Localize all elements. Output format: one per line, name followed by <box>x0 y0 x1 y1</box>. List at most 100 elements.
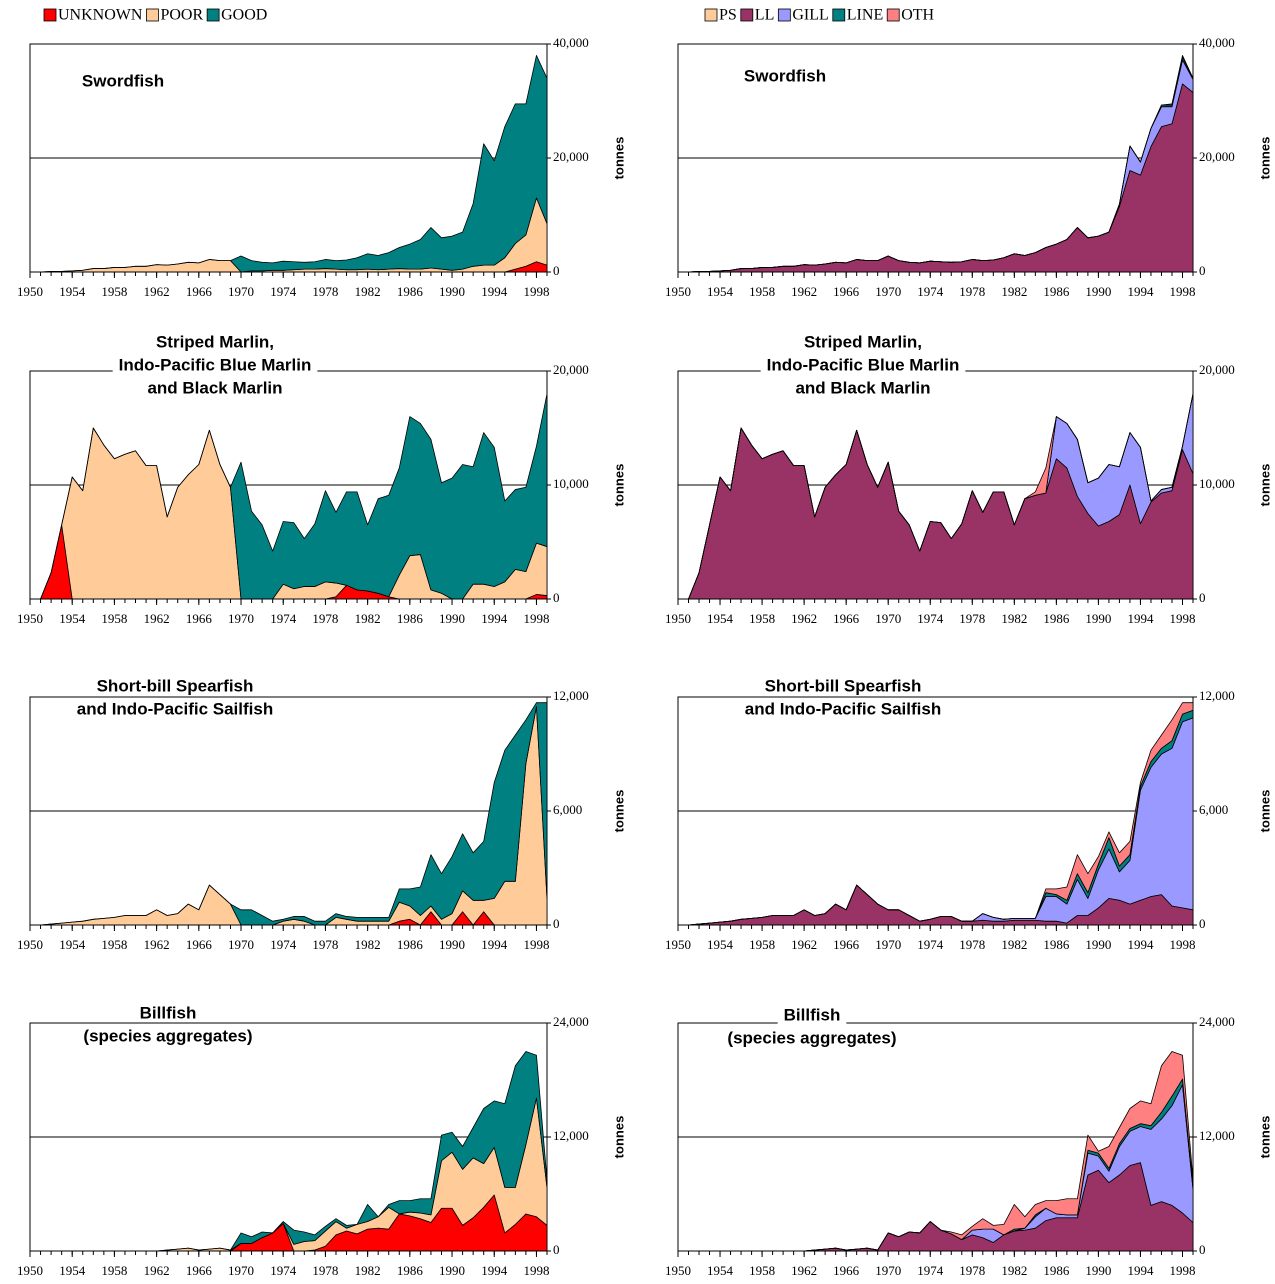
area <box>29 55 548 273</box>
x-tick-label: 1954 <box>707 1263 734 1278</box>
title-background <box>797 332 929 352</box>
chart-title: and Black Marlin <box>147 378 282 397</box>
x-tick-label: 1966 <box>833 1263 860 1278</box>
x-tick-label: 1958 <box>101 611 127 626</box>
y-tick-label: 24,000 <box>553 1014 589 1029</box>
chart-title: and Black Marlin <box>795 378 930 397</box>
chart-title: and Indo-Pacific Sailfish <box>77 699 273 718</box>
x-tick-label: 1994 <box>481 284 508 299</box>
x-tick-label: 1974 <box>917 284 944 299</box>
x-tick-label: 1974 <box>270 611 297 626</box>
x-tick-label: 1966 <box>833 284 860 299</box>
y-tick-label: 0 <box>553 590 560 605</box>
x-tick-label: 1966 <box>833 937 860 952</box>
x-tick-label: 1950 <box>665 937 691 952</box>
legend-label: LINE <box>847 7 883 24</box>
title-background <box>758 676 928 696</box>
title-background <box>760 355 966 375</box>
x-tick-label: 1998 <box>523 284 549 299</box>
x-tick-label: 1950 <box>17 1263 43 1278</box>
x-tick-label: 1982 <box>355 1263 381 1278</box>
x-tick-label: 1954 <box>707 937 734 952</box>
x-tick-label: 1994 <box>1127 611 1154 626</box>
x-tick-label: 1990 <box>439 611 465 626</box>
x-tick-label: 1950 <box>665 611 691 626</box>
x-tick-label: 1958 <box>101 937 127 952</box>
x-tick-label: 1978 <box>312 937 338 952</box>
y-tick-label: 40,000 <box>553 35 589 50</box>
y-axis-label: tonnes <box>611 137 626 180</box>
title-background <box>777 1005 847 1025</box>
chart-title: Indo-Pacific Blue Marlin <box>767 355 960 374</box>
title-background <box>737 66 833 86</box>
area <box>677 393 1194 600</box>
x-tick-label: 1974 <box>917 1263 944 1278</box>
x-tick-label: 1998 <box>1169 284 1195 299</box>
legend-swatch <box>704 8 718 22</box>
y-axis-label: tonnes <box>611 464 626 507</box>
x-tick-label: 1986 <box>1043 1263 1070 1278</box>
chart-title: (species aggregates) <box>83 1026 252 1045</box>
x-tick-label: 1994 <box>1127 284 1154 299</box>
x-tick-label: 1990 <box>1085 1263 1111 1278</box>
x-tick-label: 1954 <box>707 611 734 626</box>
x-tick-label: 1986 <box>1043 937 1070 952</box>
x-tick-label: 1962 <box>791 937 817 952</box>
chart-title: Striped Marlin, <box>156 332 274 351</box>
y-tick-label: 24,000 <box>1199 1014 1235 1029</box>
x-tick-label: 1986 <box>397 611 424 626</box>
area <box>29 393 548 600</box>
y-tick-label: 10,000 <box>553 476 589 491</box>
x-tick-label: 1958 <box>101 284 127 299</box>
title-background <box>721 1028 903 1048</box>
x-tick-label: 1958 <box>749 611 775 626</box>
y-axis-label: tonnes <box>611 1116 626 1159</box>
legend-label: GILL <box>792 7 828 24</box>
title-background <box>70 699 280 719</box>
x-tick-label: 1970 <box>875 1263 901 1278</box>
y-tick-label: 0 <box>1199 590 1206 605</box>
area <box>677 702 1194 926</box>
title-background <box>90 676 260 696</box>
x-tick-label: 1978 <box>959 611 985 626</box>
x-tick-label: 1962 <box>791 611 817 626</box>
title-background <box>738 699 948 719</box>
y-axis-label: tonnes <box>1257 790 1272 833</box>
x-tick-label: 1994 <box>481 1263 508 1278</box>
legend-label: UNKNOWN <box>58 7 143 24</box>
x-tick-label: 1994 <box>1127 937 1154 952</box>
x-tick-label: 1954 <box>59 937 86 952</box>
y-tick-label: 0 <box>1199 263 1206 278</box>
chart-title: Short-bill Spearfish <box>765 676 922 695</box>
x-tick-label: 1954 <box>707 284 734 299</box>
x-tick-label: 1958 <box>101 1263 127 1278</box>
x-tick-label: 1990 <box>439 937 465 952</box>
x-tick-label: 1974 <box>917 611 944 626</box>
x-tick-label: 1954 <box>59 1263 86 1278</box>
legend-swatch <box>777 8 791 22</box>
area <box>29 1051 548 1252</box>
x-tick-label: 1978 <box>312 1263 338 1278</box>
x-tick-label: 1986 <box>1043 611 1070 626</box>
x-tick-label: 1962 <box>144 611 170 626</box>
x-tick-label: 1986 <box>1043 284 1070 299</box>
x-tick-label: 1962 <box>144 1263 170 1278</box>
x-tick-label: 1978 <box>312 284 338 299</box>
y-tick-label: 20,000 <box>1199 362 1235 377</box>
title-background <box>112 355 318 375</box>
x-tick-label: 1970 <box>875 284 901 299</box>
x-tick-label: 1994 <box>1127 1263 1154 1278</box>
x-tick-label: 1950 <box>17 284 43 299</box>
x-tick-label: 1986 <box>397 284 424 299</box>
x-tick-label: 1966 <box>186 284 213 299</box>
y-tick-label: 10,000 <box>1199 476 1235 491</box>
x-tick-label: 1998 <box>523 1263 549 1278</box>
area <box>677 55 1194 273</box>
x-tick-label: 1990 <box>439 1263 465 1278</box>
y-tick-label: 0 <box>553 263 560 278</box>
y-tick-label: 20,000 <box>1199 149 1235 164</box>
title-background <box>789 378 937 398</box>
x-tick-label: 1970 <box>228 284 254 299</box>
